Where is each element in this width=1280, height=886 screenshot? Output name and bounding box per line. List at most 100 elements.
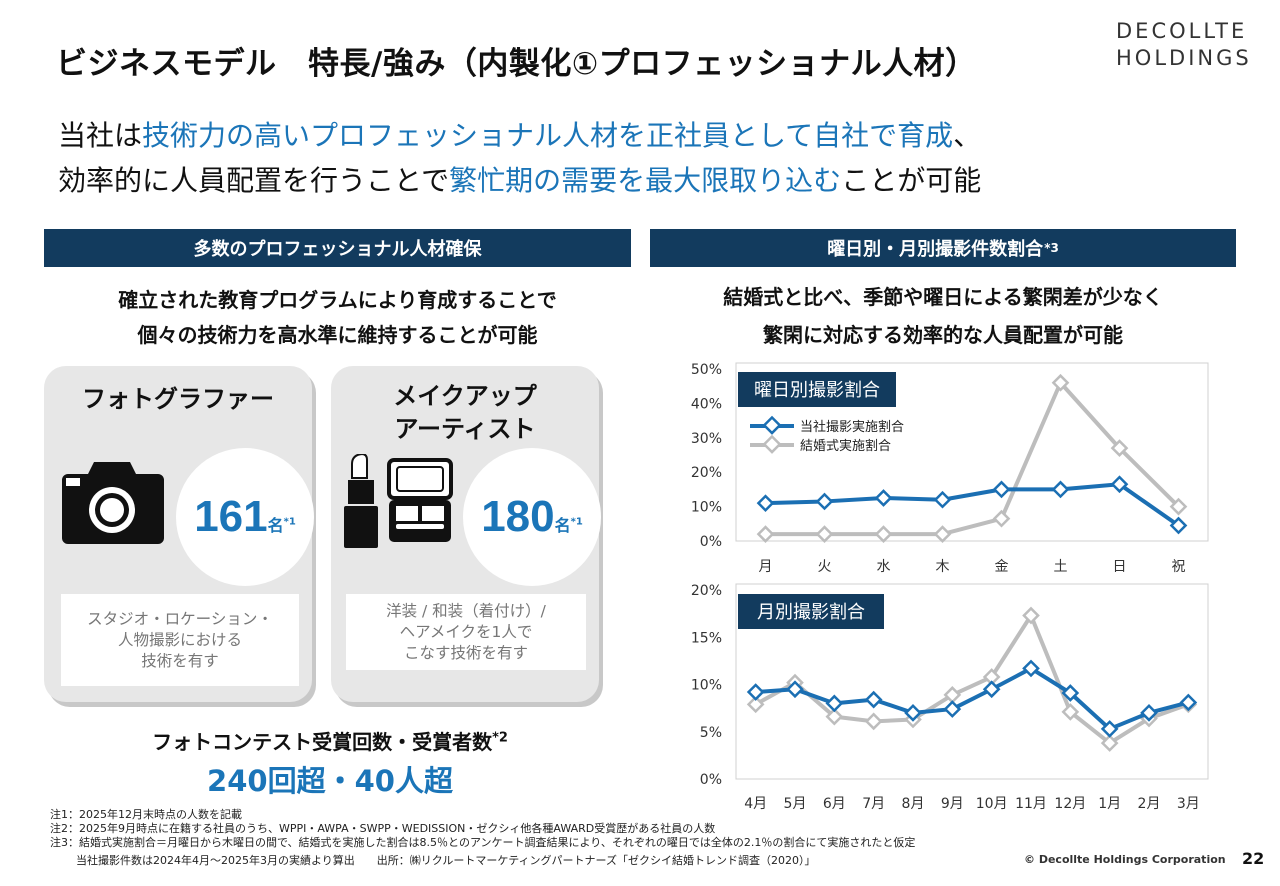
contest-title: フォトコンテスト受賞回数・受賞者数*2 bbox=[120, 726, 540, 755]
x-tick-label: 10月 bbox=[976, 796, 1008, 812]
data-point-company bbox=[1061, 684, 1080, 702]
makeup-artist-card: メイクアップ アーティスト 180 名*1 洋装 / 和装（着付け）/ ヘアメイク… bbox=[331, 366, 601, 702]
copyright: © Decollte Holdings Corporation bbox=[1024, 853, 1226, 866]
desc-line: 技術を有す bbox=[141, 651, 219, 670]
x-tick-label: 日 bbox=[1113, 559, 1127, 575]
title-line: アーティスト bbox=[394, 415, 536, 443]
note-3: 注3：結婚式実施割合＝月曜日から木曜日の間で、結婚式を実施した割合は8.5％との… bbox=[50, 836, 916, 849]
data-point-wedding bbox=[1169, 497, 1188, 516]
series-line-wedding bbox=[765, 380, 1180, 537]
series-line-wedding bbox=[754, 613, 1190, 746]
data-point-wedding bbox=[943, 686, 962, 704]
data-point-company bbox=[825, 694, 844, 713]
photographer-count-unit: 名*1 bbox=[268, 512, 296, 536]
y-tick-label: 40% bbox=[691, 396, 722, 412]
note-mark: *2 bbox=[492, 730, 508, 746]
x-tick-label: 8月 bbox=[902, 796, 925, 812]
company-logo: DECOLLTE HOLDINGS bbox=[1116, 18, 1266, 72]
lead-line2: 効率的に人員配置を行うことで繁忙期の需要を最大限取り込むことが可能 bbox=[58, 159, 981, 199]
x-tick-label: 金 bbox=[995, 559, 1009, 575]
data-point-company bbox=[786, 680, 804, 699]
plot-area bbox=[735, 583, 1209, 780]
note-4: 当社撮影件数は2024年4月～2025年3月の実績より算出 出所：㈱リクルートマ… bbox=[76, 854, 816, 867]
note-2: 注2：2025年9月時点に在籍する社員のうち、WPPI・AWPA・SWPP・WE… bbox=[50, 822, 716, 835]
y-tick-label: 0% bbox=[700, 534, 722, 550]
data-point-company bbox=[746, 683, 765, 701]
right-section-title: 曜日別・月別撮影件数割合 bbox=[827, 239, 1044, 260]
makeup-artist-desc: 洋装 / 和装（着付け）/ ヘアメイクを1人で こなす技術を有す bbox=[346, 594, 586, 670]
x-tick-label: 6月 bbox=[823, 796, 846, 812]
lead-highlight: 繁忙期の需要を最大限取り込む bbox=[449, 164, 842, 197]
makeup-artist-count-circle: 180 名*1 bbox=[463, 448, 601, 586]
y-tick-label: 20% bbox=[691, 465, 722, 481]
data-point-wedding bbox=[756, 525, 775, 543]
data-point-wedding bbox=[815, 525, 834, 543]
monthly-chart-title: 月別撮影割合 bbox=[757, 602, 865, 623]
desc-line: こなす技術を有す bbox=[403, 643, 528, 662]
lead-text: 当社は bbox=[58, 119, 143, 152]
photographer-card: フォトグラファー 161 名*1 スタジオ・ロケーション・ 人物撮影における 技術… bbox=[44, 366, 314, 702]
x-tick-label: 5月 bbox=[784, 796, 807, 812]
y-tick-label: 30% bbox=[691, 431, 722, 447]
series-line-company bbox=[765, 482, 1180, 528]
data-point-company bbox=[1140, 704, 1158, 722]
x-tick-label: 水 bbox=[877, 559, 891, 575]
x-tick-label: 9月 bbox=[941, 796, 964, 812]
data-point-wedding bbox=[864, 712, 883, 731]
y-tick-label: 5% bbox=[700, 725, 722, 741]
desc-line: スタジオ・ロケーション・ bbox=[87, 609, 273, 628]
desc-line: 人物撮影における bbox=[117, 630, 242, 649]
y-tick-label: 10% bbox=[691, 678, 722, 694]
y-tick-label: 10% bbox=[691, 500, 722, 516]
lead-text: 、 bbox=[953, 119, 982, 152]
x-tick-label: 木 bbox=[936, 559, 950, 575]
photographer-title: フォトグラファー bbox=[82, 385, 274, 413]
left-section-header: 多数のプロフェッショナル人材確保 bbox=[44, 229, 631, 267]
data-point-wedding bbox=[1061, 703, 1080, 721]
unit-text: 名 bbox=[267, 516, 284, 535]
desc-line: 洋装 / 和装（着付け）/ bbox=[386, 601, 546, 620]
lead-text: 効率的に人員配置を行うことで bbox=[58, 164, 450, 197]
makeup-artist-count: 180 bbox=[481, 492, 555, 541]
page-number: 22 bbox=[1242, 849, 1265, 868]
data-point-wedding bbox=[1110, 439, 1129, 457]
contest-value: 240回超・40人超 bbox=[207, 764, 453, 798]
data-point-wedding bbox=[1100, 734, 1119, 752]
data-point-company bbox=[864, 690, 883, 709]
lead-text: ことが可能 bbox=[841, 164, 982, 197]
data-point-company bbox=[874, 489, 893, 507]
lead-line1: 当社は技術力の高いプロフェッショナル人材を正社員として自社で育成、 bbox=[58, 114, 981, 154]
data-point-wedding bbox=[1022, 606, 1040, 625]
note-1: 注1：2025年12月末時点の人数を記載 bbox=[50, 808, 242, 821]
page-title: ビジネスモデル 特長/強み（内製化①プロフェッショナル人材） bbox=[56, 46, 977, 82]
photographer-count-circle: 161 名*1 bbox=[176, 448, 314, 586]
note-mark: *1 bbox=[283, 516, 296, 528]
makeup-artist-title: メイクアップ アーティスト bbox=[331, 380, 599, 446]
data-point-company bbox=[943, 700, 962, 718]
left-sub-line2: 個々の技術力を高水準に維持することが可能 bbox=[137, 323, 538, 347]
desc-line: ヘアメイクを1人で bbox=[399, 622, 533, 641]
legend-label-company: 当社撮影実施割合 bbox=[800, 419, 904, 435]
weekday-chart-title-box bbox=[738, 372, 896, 407]
data-point-wedding bbox=[933, 525, 952, 543]
data-point-company bbox=[933, 490, 952, 509]
x-tick-label: 7月 bbox=[862, 796, 885, 812]
data-point-company bbox=[815, 492, 834, 511]
data-point-company bbox=[756, 494, 775, 512]
lead-highlight: 技術力の高いプロフェッショナル人材を正社員として自社で育成 bbox=[142, 119, 954, 152]
eyeshadow-palette-icon bbox=[387, 458, 453, 542]
note-mark: *1 bbox=[570, 516, 583, 528]
x-tick-label: 祝 bbox=[1172, 559, 1186, 575]
data-point-company bbox=[1110, 475, 1129, 494]
data-point-company bbox=[904, 704, 922, 722]
data-point-wedding bbox=[825, 707, 844, 726]
y-tick-label: 0% bbox=[700, 772, 722, 788]
x-tick-label: 土 bbox=[1054, 559, 1068, 575]
x-tick-label: 12月 bbox=[1054, 796, 1086, 812]
y-tick-label: 20% bbox=[691, 583, 722, 599]
data-point-wedding bbox=[746, 695, 765, 714]
lipstick-icon bbox=[344, 454, 378, 548]
legend-marker-wedding bbox=[762, 434, 782, 454]
contest-title-text: フォトコンテスト受賞回数・受賞者数 bbox=[152, 730, 493, 754]
y-tick-label: 50% bbox=[691, 362, 722, 378]
